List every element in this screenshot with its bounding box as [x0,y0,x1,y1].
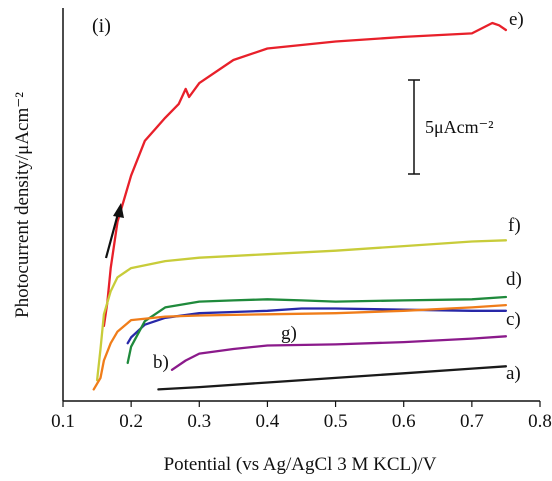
scale-bar-label: 5μAcm⁻² [425,117,494,137]
series-label-b: b) [153,352,169,373]
series-line-f [95,239,508,382]
x-tick-label: 0.3 [187,411,211,432]
x-tick-label: 0.4 [256,411,280,432]
x-tick-label: 0.1 [51,411,75,432]
panel-label: (i) [92,15,111,37]
series-layer [92,21,508,391]
x-tick-label: 0.8 [528,411,552,432]
series-line-b [170,335,508,371]
arrow-head-icon [113,203,124,218]
x-tick-label: 0.6 [392,411,416,432]
x-tick-label: 0.2 [119,411,143,432]
plot-frame [62,8,541,407]
series-label-a: a) [506,363,521,384]
arrow-icon [104,209,121,259]
series-label-d: d) [506,269,522,290]
series-line-a [157,365,508,391]
x-tick-label: 0.5 [324,411,348,432]
series-label-g: g) [281,323,297,344]
series-label-e: e) [509,9,524,30]
series-line-e [102,21,508,328]
series-label-f: f) [508,215,521,236]
series-label-c: c) [506,309,521,330]
series-line-d [126,295,508,365]
x-tick-label: 0.7 [460,411,484,432]
axis-text-layer: Potential (vs Ag/AgCl 3 M KCL)/V Photocu… [12,9,552,475]
annotation-layer: (i) 5μAcm⁻² [92,15,494,259]
y-axis-label: Photocurrent density/μAcm⁻² [12,92,33,318]
series-line-g [92,303,508,391]
x-axis-label: Potential (vs Ag/AgCl 3 M KCL)/V [164,454,437,475]
